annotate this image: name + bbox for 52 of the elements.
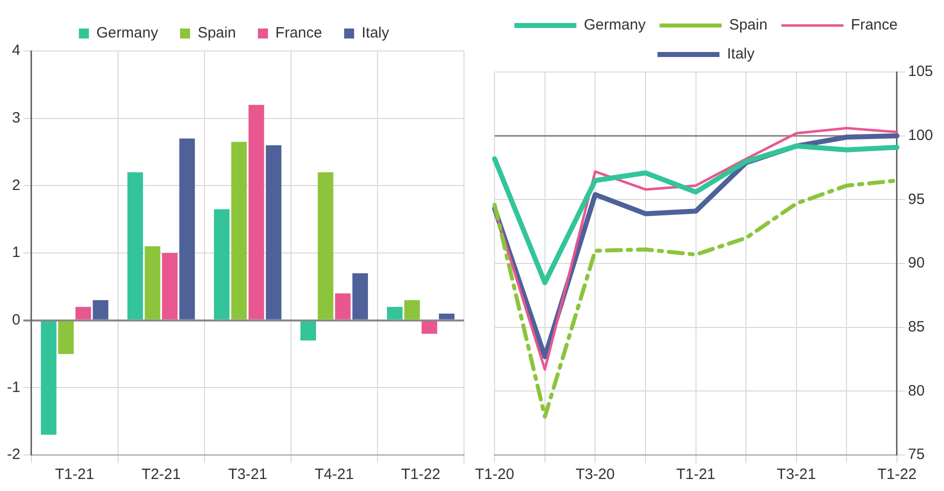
x-tick-label: T1-22 [877, 466, 917, 484]
y-tick-label: 95 [908, 190, 925, 208]
y-tick-label: 1 [12, 244, 20, 262]
bar [214, 209, 230, 320]
x-tick-label: T3-21 [228, 466, 268, 484]
x-tick-label: T4-21 [314, 466, 354, 484]
bar [422, 321, 438, 334]
bar [266, 145, 282, 320]
bar [144, 246, 160, 320]
x-tick-label: T3-21 [776, 466, 816, 484]
legend-label: Italy [726, 46, 756, 63]
legend-label: Spain [198, 24, 236, 42]
y-tick-label: 105 [908, 63, 934, 80]
bar [162, 253, 178, 320]
bar [248, 104, 264, 320]
bar [300, 321, 316, 341]
y-tick-label: 85 [908, 318, 925, 336]
legend-label: France [850, 16, 898, 34]
y-tick-label: -2 [6, 446, 20, 464]
legend-label: Germany [584, 16, 646, 34]
bar [179, 138, 195, 320]
bar [438, 314, 454, 320]
bar [352, 273, 368, 320]
y-tick-label: 2 [12, 176, 20, 194]
bar [318, 172, 334, 320]
bar [58, 321, 74, 354]
bar [40, 321, 56, 435]
x-tick-label: T3-20 [576, 466, 615, 484]
bar [75, 306, 92, 320]
legend-label: Spain [729, 16, 768, 34]
y-tick-label: 90 [908, 254, 925, 272]
y-tick-label: 3 [12, 109, 20, 126]
x-tick-label: T1-21 [676, 466, 716, 484]
legend-label: France [275, 24, 322, 42]
y-tick-label: -1 [6, 378, 20, 396]
bar [231, 142, 247, 320]
x-tick-label: T1-21 [55, 466, 94, 484]
x-tick-label: T2-21 [142, 466, 181, 484]
y-tick-label: 80 [908, 382, 925, 400]
legend-label: Germany [96, 24, 159, 42]
legend-label: Italy [362, 24, 390, 42]
x-tick-label: T1-22 [401, 466, 440, 484]
bar [127, 172, 143, 320]
x-tick-label: T1-20 [475, 466, 514, 484]
bar [335, 293, 351, 320]
y-tick-label: 4 [12, 42, 20, 60]
y-tick-label: 0 [12, 311, 20, 328]
y-tick-label: 75 [908, 446, 925, 464]
bar [386, 306, 403, 320]
bar [92, 300, 108, 320]
bar [404, 300, 420, 320]
y-tick-label: 100 [908, 126, 934, 144]
